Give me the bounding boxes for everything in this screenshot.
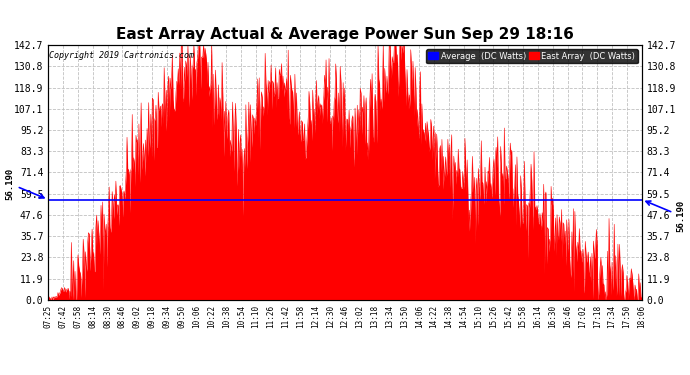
Text: Copyright 2019 Cartronics.com: Copyright 2019 Cartronics.com [50, 51, 195, 60]
Text: 56.190: 56.190 [5, 167, 44, 200]
Title: East Array Actual & Average Power Sun Sep 29 18:16: East Array Actual & Average Power Sun Se… [116, 27, 574, 42]
Text: 56.190: 56.190 [646, 200, 685, 232]
Legend: Average  (DC Watts), East Array  (DC Watts): Average (DC Watts), East Array (DC Watts… [426, 49, 638, 63]
